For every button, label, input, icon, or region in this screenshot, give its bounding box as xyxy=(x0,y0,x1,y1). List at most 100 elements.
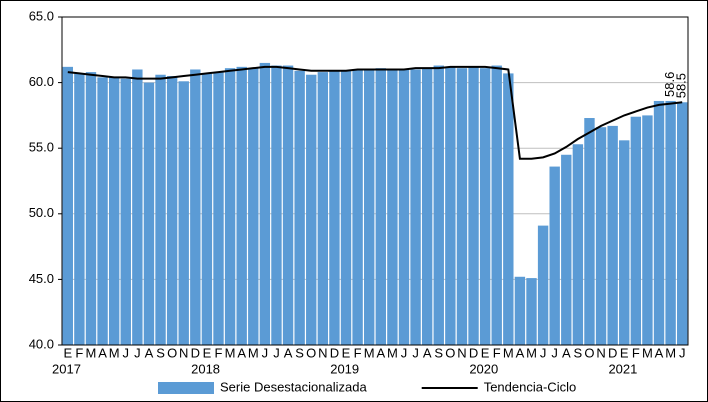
x-tick-label: J xyxy=(401,345,408,360)
bar xyxy=(503,73,514,345)
bar xyxy=(190,69,201,345)
x-tick-label: M xyxy=(642,345,653,360)
x-tick-label: E xyxy=(342,345,351,360)
x-tick-label: F xyxy=(632,345,640,360)
data-label: 58.5 xyxy=(674,73,689,98)
bar xyxy=(236,66,247,345)
x-tick-label: A xyxy=(284,345,293,360)
bar xyxy=(421,68,433,345)
x-tick-label: F xyxy=(75,345,83,360)
x-tick-label: A xyxy=(98,345,107,360)
bar xyxy=(329,70,340,346)
bar xyxy=(653,100,665,345)
x-tick-label: S xyxy=(295,345,304,360)
x-tick-label: M xyxy=(526,345,537,360)
bar xyxy=(665,100,676,345)
legend-label: Tendencia-Ciclo xyxy=(484,379,577,394)
bar xyxy=(619,140,630,345)
bar xyxy=(282,65,294,345)
x-tick-label: O xyxy=(167,345,177,360)
bar xyxy=(224,68,236,345)
data-label: 58.6 xyxy=(662,72,677,97)
bar xyxy=(433,65,444,345)
x-tick-label: M xyxy=(364,345,375,360)
x-tick-label: F xyxy=(493,345,501,360)
year-label: 2020 xyxy=(469,361,498,376)
y-tick-label: 65.0 xyxy=(29,8,54,23)
year-label: 2019 xyxy=(330,361,359,376)
legend-swatch xyxy=(158,382,214,394)
x-tick-label: E xyxy=(481,345,490,360)
bar xyxy=(132,69,143,345)
bar xyxy=(294,70,305,346)
x-tick-label: E xyxy=(63,345,72,360)
x-tick-label: S xyxy=(434,345,443,360)
x-tick-label: M xyxy=(503,345,514,360)
x-tick-label: M xyxy=(248,345,259,360)
x-tick-label: M xyxy=(225,345,236,360)
bar xyxy=(166,76,178,345)
x-tick-label: N xyxy=(457,345,466,360)
year-label: 2017 xyxy=(52,361,81,376)
x-tick-label: D xyxy=(191,345,200,360)
bar xyxy=(491,65,502,345)
bar xyxy=(630,116,642,345)
x-tick-label: F xyxy=(354,345,362,360)
bar xyxy=(97,77,108,346)
x-tick-label: E xyxy=(620,345,629,360)
bar xyxy=(677,102,688,345)
bar xyxy=(74,73,85,345)
x-tick-label: A xyxy=(655,345,664,360)
x-tick-label: N xyxy=(318,345,327,360)
x-tick-label: J xyxy=(412,345,419,360)
bar xyxy=(271,65,282,345)
x-tick-label: J xyxy=(262,345,269,360)
bar xyxy=(387,69,398,345)
bar xyxy=(561,154,572,345)
bar xyxy=(410,69,421,345)
bar xyxy=(201,73,213,345)
bar xyxy=(62,66,73,345)
bar xyxy=(364,69,375,345)
x-tick-label: J xyxy=(134,345,141,360)
x-tick-label: A xyxy=(562,345,571,360)
x-tick-label: M xyxy=(86,345,97,360)
x-tick-label: A xyxy=(516,345,525,360)
legend-label: Serie Desestacionalizada xyxy=(220,379,367,394)
x-tick-label: E xyxy=(203,345,212,360)
y-tick-label: 50.0 xyxy=(29,205,54,220)
bar xyxy=(445,66,456,345)
bar xyxy=(572,144,584,345)
y-tick-label: 40.0 xyxy=(29,336,54,351)
x-tick-label: O xyxy=(584,345,594,360)
x-tick-label: D xyxy=(330,345,339,360)
x-tick-label: A xyxy=(376,345,385,360)
bar xyxy=(143,82,155,345)
plot-border xyxy=(61,16,689,346)
x-tick-label: D xyxy=(608,345,617,360)
x-tick-label: M xyxy=(109,345,120,360)
x-tick-label: J xyxy=(551,345,558,360)
x-tick-label: A xyxy=(237,345,246,360)
bar xyxy=(642,115,653,346)
year-label: 2018 xyxy=(191,361,220,376)
bar xyxy=(85,72,97,345)
y-tick-label: 45.0 xyxy=(29,271,54,286)
bar xyxy=(375,68,386,345)
x-tick-label: J xyxy=(540,345,547,360)
trend-line xyxy=(67,65,683,160)
bar xyxy=(108,77,120,346)
bar xyxy=(514,276,526,345)
bar xyxy=(595,127,607,345)
bar xyxy=(526,278,537,345)
x-tick-label: A xyxy=(145,345,154,360)
bar xyxy=(607,125,618,345)
x-tick-label: J xyxy=(273,345,280,360)
bar xyxy=(340,70,352,346)
bar xyxy=(213,72,224,345)
x-tick-label: O xyxy=(306,345,316,360)
bar xyxy=(248,68,259,345)
bar xyxy=(259,62,271,346)
x-tick-label: D xyxy=(469,345,478,360)
